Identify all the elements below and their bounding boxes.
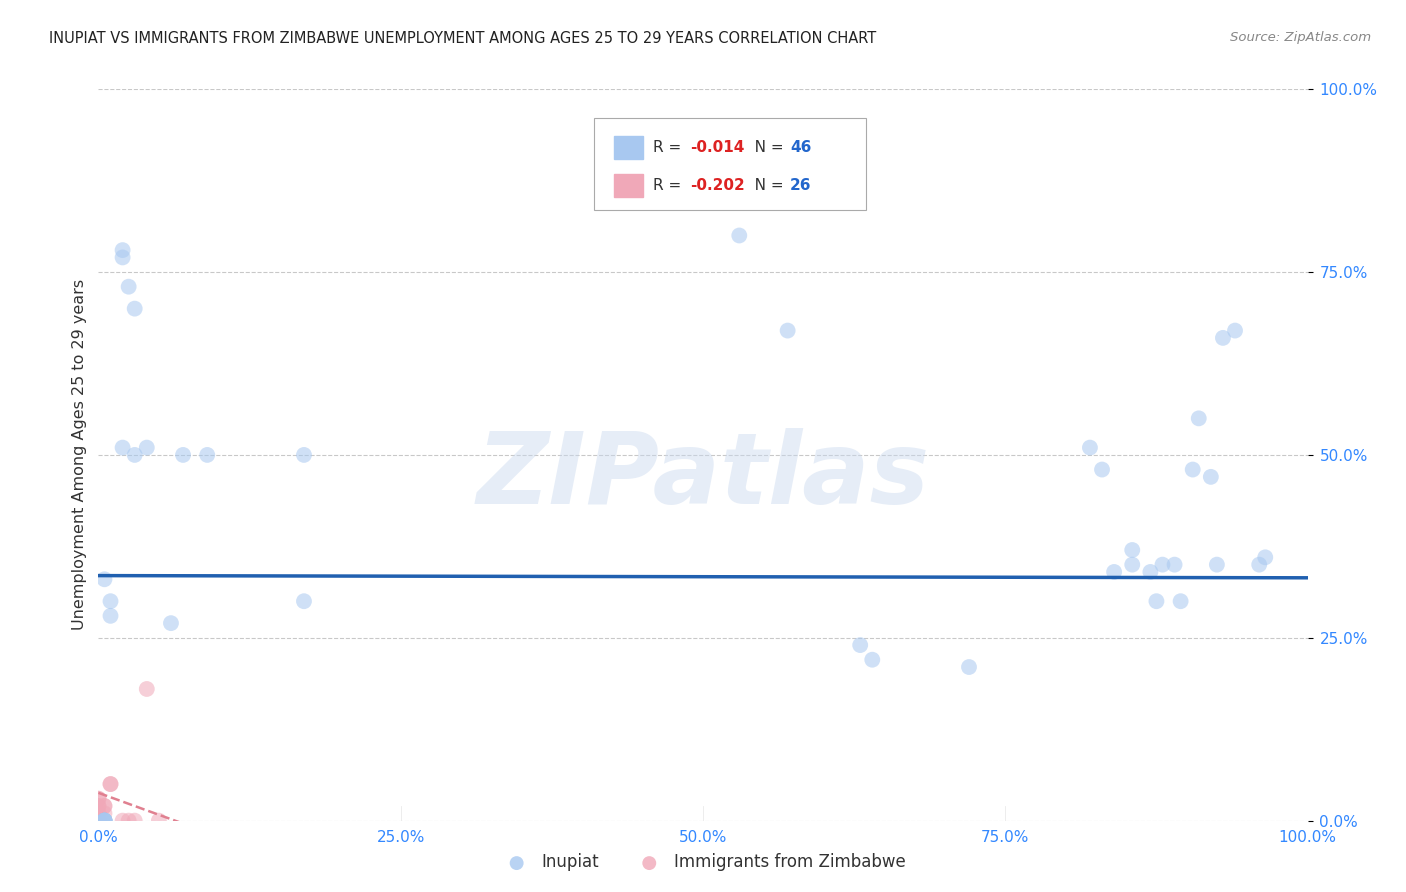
Point	[1206, 558, 1229, 572]
Point	[93, 806, 115, 821]
Point	[93, 814, 115, 828]
Text: R =: R =	[654, 178, 686, 194]
Point	[1170, 594, 1192, 608]
Point	[87, 806, 110, 821]
Point	[87, 814, 110, 828]
Point	[93, 799, 115, 814]
Point	[87, 814, 110, 828]
Point	[87, 814, 110, 828]
Point	[87, 799, 110, 814]
Point	[1078, 441, 1101, 455]
Point	[87, 806, 110, 821]
Point	[100, 594, 122, 608]
Text: ZIPatlas: ZIPatlas	[477, 428, 929, 525]
Point	[135, 681, 157, 696]
Point	[124, 448, 146, 462]
Point	[728, 228, 751, 243]
Point	[87, 814, 110, 828]
Point	[849, 638, 872, 652]
Point	[776, 324, 799, 338]
Point	[93, 814, 115, 828]
Point	[93, 814, 115, 828]
Point	[1139, 565, 1161, 579]
Point	[93, 572, 115, 586]
Text: 26: 26	[790, 178, 811, 194]
FancyBboxPatch shape	[613, 174, 643, 197]
Point	[93, 814, 115, 828]
Point	[87, 814, 110, 828]
Point	[111, 814, 134, 828]
Text: INUPIAT VS IMMIGRANTS FROM ZIMBABWE UNEMPLOYMENT AMONG AGES 25 TO 29 YEARS CORRE: INUPIAT VS IMMIGRANTS FROM ZIMBABWE UNEM…	[49, 31, 876, 46]
Point	[93, 814, 115, 828]
Point	[1212, 331, 1234, 345]
Point	[1102, 565, 1125, 579]
Point	[1223, 324, 1246, 338]
Point	[1254, 550, 1277, 565]
Point	[1121, 543, 1143, 558]
Point	[124, 814, 146, 828]
Point	[93, 814, 115, 828]
Text: -0.014: -0.014	[690, 140, 744, 155]
Point	[1181, 462, 1204, 476]
Point	[87, 814, 110, 828]
Point	[124, 301, 146, 316]
Point	[292, 448, 315, 462]
Point	[93, 814, 115, 828]
Point	[135, 441, 157, 455]
Text: N =: N =	[741, 140, 789, 155]
Point	[1188, 411, 1211, 425]
Legend: Inupiat, Immigrants from Zimbabwe: Inupiat, Immigrants from Zimbabwe	[494, 847, 912, 878]
Point	[87, 799, 110, 814]
Point	[195, 448, 218, 462]
Point	[1199, 470, 1222, 484]
Point	[292, 594, 315, 608]
Point	[860, 653, 883, 667]
Point	[111, 243, 134, 257]
Point	[100, 608, 122, 623]
Point	[87, 814, 110, 828]
Point	[100, 777, 122, 791]
Point	[87, 791, 110, 805]
Point	[1144, 594, 1167, 608]
Point	[87, 814, 110, 828]
Point	[1152, 558, 1174, 572]
Point	[1121, 558, 1143, 572]
Point	[148, 814, 170, 828]
Point	[118, 814, 141, 828]
Point	[172, 448, 194, 462]
Text: N =: N =	[741, 178, 789, 194]
Point	[160, 616, 183, 631]
Text: 46: 46	[790, 140, 811, 155]
Text: -0.202: -0.202	[690, 178, 744, 194]
Text: Source: ZipAtlas.com: Source: ZipAtlas.com	[1230, 31, 1371, 45]
Text: R =: R =	[654, 140, 686, 155]
Point	[93, 799, 115, 814]
Point	[111, 441, 134, 455]
Point	[118, 279, 141, 293]
Point	[93, 814, 115, 828]
Point	[957, 660, 980, 674]
Point	[111, 251, 134, 265]
Point	[87, 814, 110, 828]
FancyBboxPatch shape	[595, 119, 866, 210]
Point	[1163, 558, 1185, 572]
Y-axis label: Unemployment Among Ages 25 to 29 years: Unemployment Among Ages 25 to 29 years	[72, 279, 87, 631]
Point	[1249, 558, 1271, 572]
FancyBboxPatch shape	[613, 136, 643, 160]
Point	[87, 791, 110, 805]
Point	[1091, 462, 1114, 476]
Point	[87, 814, 110, 828]
Point	[100, 777, 122, 791]
